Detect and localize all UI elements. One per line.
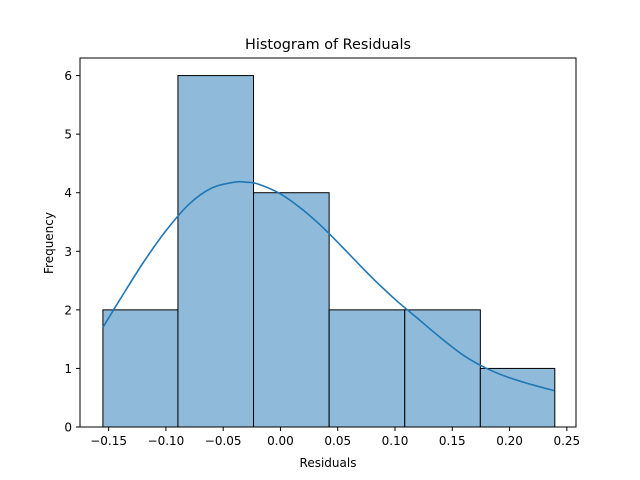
x-tick-label: 0.00 bbox=[267, 434, 294, 448]
y-axis-ticks: 0 1 2 3 4 5 6 bbox=[64, 69, 80, 435]
y-tick-label: 4 bbox=[64, 186, 72, 200]
histogram-bar-6 bbox=[479, 367, 556, 428]
chart-title: Histogram of Residuals bbox=[245, 37, 411, 53]
x-tick-label: −0.10 bbox=[148, 434, 185, 448]
y-tick-label: 5 bbox=[64, 128, 72, 142]
histogram-bar-1 bbox=[102, 309, 179, 428]
y-tick-label: 0 bbox=[64, 421, 72, 435]
kde-curve bbox=[102, 180, 555, 392]
y-tick-label: 2 bbox=[64, 303, 72, 317]
x-tick-label: 0.15 bbox=[439, 434, 466, 448]
x-tick-label: 0.25 bbox=[553, 434, 580, 448]
histogram-bar-3 bbox=[253, 192, 330, 428]
y-axis-label: Frequency bbox=[42, 212, 56, 274]
y-tick-label: 6 bbox=[64, 69, 72, 83]
x-tick-label: −0.05 bbox=[205, 434, 242, 448]
kde-layer bbox=[102, 180, 555, 392]
x-axis-ticks: −0.15 −0.10 −0.05 0.00 0.05 0.10 0.15 0.20 0.25 bbox=[90, 427, 580, 448]
x-tick-label: 0.05 bbox=[324, 434, 351, 448]
x-tick-label: 0.10 bbox=[382, 434, 409, 448]
y-tick-label: 1 bbox=[64, 362, 72, 376]
y-tick-label: 3 bbox=[64, 245, 72, 259]
histogram-bar-5 bbox=[404, 309, 481, 428]
histogram-bar-4 bbox=[328, 309, 406, 428]
x-axis-label: Residuals bbox=[300, 456, 357, 470]
bars-layer bbox=[102, 75, 556, 428]
x-tick-label: 0.20 bbox=[496, 434, 523, 448]
histogram-bar-2 bbox=[177, 75, 255, 428]
plot-frame bbox=[79, 57, 577, 428]
x-tick-label: −0.15 bbox=[90, 434, 127, 448]
